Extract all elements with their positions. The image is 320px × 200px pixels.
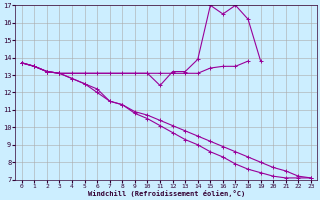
X-axis label: Windchill (Refroidissement éolien,°C): Windchill (Refroidissement éolien,°C) (88, 190, 245, 197)
